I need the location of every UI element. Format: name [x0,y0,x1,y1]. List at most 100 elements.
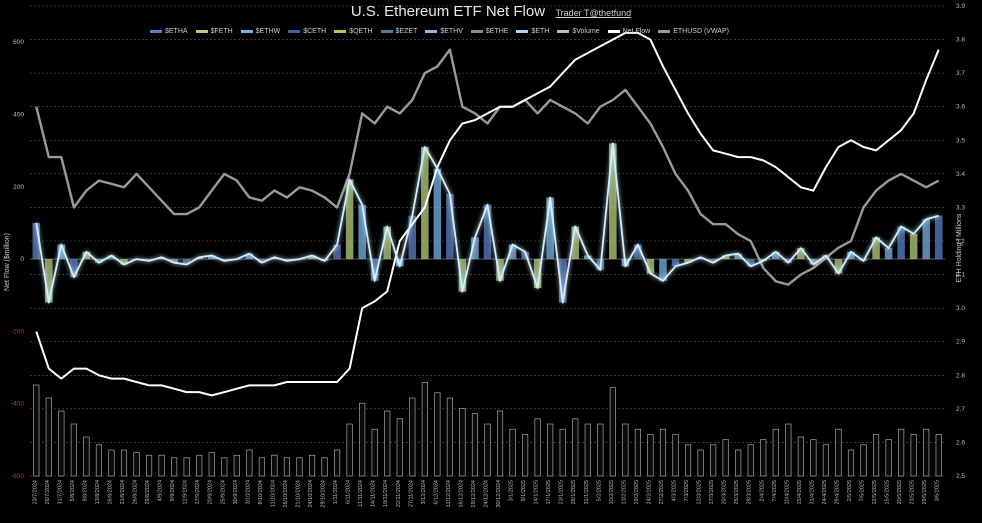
volume-bar-41 [547,423,554,477]
x-tick-20: 16/10/2024 [283,480,289,508]
volume-bar-67 [873,434,880,477]
net-flow-bar-22 [308,255,316,260]
x-tick-62: 21/4/2025 [809,480,815,504]
y2-tick-3.3: 3.3 [956,204,965,211]
legend-label-11: ETHUSD (VWAP) [673,28,729,35]
net-flow-bar-70 [909,233,918,260]
net-flow-bar-4 [82,251,91,260]
volume-bar-40 [534,418,541,477]
volume-bars [33,382,942,477]
volume-bar-50 [659,428,667,477]
x-tick-44: 31/1/2025 [584,480,590,504]
x-tick-0: 23/7/2024 [32,480,38,504]
chart-title: U.S. Ethereum ETF Net Flow [350,3,546,20]
net-flow-bar-18 [258,259,266,263]
legend-item-5: $EZET [380,28,417,35]
legend-label-6: $ETHV [440,28,463,35]
legend-label-10: Net Flow [622,28,651,35]
x-tick-9: 29/8/2024 [145,480,151,504]
legend-label-3: $CETH [303,28,327,35]
x-tick-58: 2/4/2025 [759,480,765,501]
x-tick-23: 29/10/2024 [321,480,327,508]
volume-bar-69 [898,428,905,477]
y-axis-label: Net Flow ($million) [4,233,11,291]
x-tick-27: 14/11/2024 [371,480,377,507]
x-tick-63: 24/4/2025 [822,480,828,504]
volume-bar-30 [409,397,416,477]
x-tick-2: 31/7/2024 [57,480,63,504]
y2-tick-2.6: 2.6 [956,439,965,446]
y2-tick-2.8: 2.8 [956,372,965,379]
x-tick-49: 24/2/2025 [646,480,652,504]
volume-bar-22 [308,454,316,477]
y2-tick-3.4: 3.4 [956,171,965,178]
volume-bar-46 [609,387,616,477]
x-tick-16: 30/9/2024 [233,480,239,504]
legend-label-1: $FETH [210,28,233,35]
legend-swatch-3 [288,30,301,33]
volume-bar-3 [70,423,77,477]
net-flow-bar-48 [634,244,642,260]
volume-bar-65 [847,449,855,477]
volume-bar-31 [421,382,428,477]
volume-bar-16 [233,454,240,477]
x-axis-ticks: 23/7/2024 26/7/2024 31/7/2024 5/8/2024 8/8/2… [32,480,940,508]
net-flow-bar-71 [922,219,930,260]
x-tick-6: 16/8/2024 [108,480,114,504]
volume-bar-7 [120,449,128,477]
x-tick-41: 17/1/2025 [546,480,552,504]
net-flow-bar-43 [571,226,579,260]
x-tick-25: 6/11/2024 [346,480,352,504]
legend-label-4: $QETH [349,28,373,35]
y-tick-400: 400 [13,111,24,118]
volume-bar-62 [810,439,817,477]
net-flow-bar-64 [834,259,843,274]
net-flow-bar-27 [370,259,379,281]
net-flow-bar-40 [533,259,542,288]
y-tick--600: -600 [11,473,24,480]
volume-bar-32 [434,392,441,477]
net-flow-bar-32 [433,168,442,260]
y2-tick-2.7: 2.7 [956,406,965,413]
volume-bar-19 [271,454,278,477]
volume-bar-56 [735,449,742,477]
legend-item-10: Net Flow [607,28,651,35]
volume-bar-1 [45,397,52,477]
x-tick-29: 22/11/2024 [396,480,402,507]
net-flow-bar-68 [884,248,893,260]
net-flow-bar-65 [847,251,855,260]
volume-bar-9 [146,454,153,477]
volume-bar-0 [33,384,40,477]
x-tick-72: 3/6/2025 [935,480,941,501]
y-tick--400: -400 [11,401,24,408]
volume-bar-61 [797,436,804,477]
net-flow-bar-6 [107,255,116,260]
volume-bar-55 [722,439,729,477]
x-tick-37: 30/12/2024 [496,480,502,508]
x-tick-38: 3/1/2025 [509,480,515,501]
legend-label-8: $ETH [531,28,550,35]
x-tick-33: 11/12/2024 [446,480,452,507]
net-flow-bar-56 [734,253,742,260]
net-flow-bar-0 [32,222,41,260]
net-flow-bar-52 [684,259,692,263]
volume-bar-66 [860,444,867,477]
legend-item-6: $ETHV [425,28,463,35]
x-tick-13: 17/9/2024 [195,480,201,504]
legend-swatch-8 [516,30,529,33]
volume-bar-63 [822,444,829,477]
x-tick-51: 4/3/2025 [672,480,678,501]
legend-label-9: $Volume [572,28,600,35]
x-tick-69: 20/5/2025 [897,480,903,504]
net-flow-bar-30 [408,215,417,260]
x-tick-21: 21/10/2024 [296,480,302,508]
volume-bar-28 [384,410,391,477]
volume-bar-15 [221,457,228,477]
net-flow-bar-5 [95,259,103,263]
x-tick-36: 24/12/2024 [484,480,490,508]
net-flow-bar-34 [458,259,467,292]
volume-bar-60 [785,423,792,477]
chart-credit-link[interactable]: Trader T@thetfund [555,8,632,18]
legend-swatch-0 [150,30,162,33]
